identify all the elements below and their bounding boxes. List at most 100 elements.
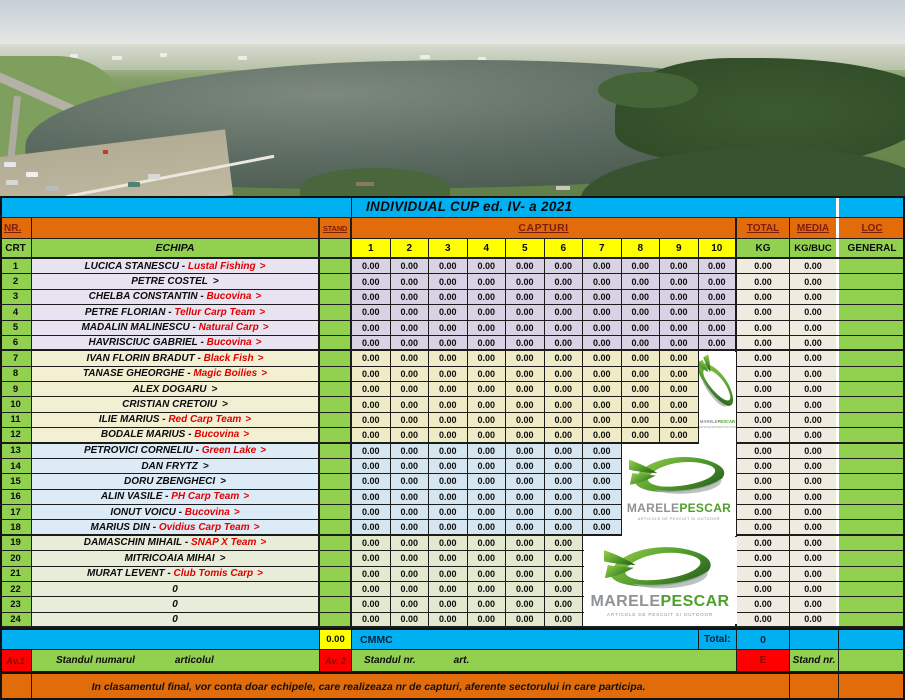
- stand-cell[interactable]: [320, 320, 352, 335]
- total-kg-cell[interactable]: 0.00: [737, 566, 790, 581]
- capture-cell[interactable]: 0.00: [660, 428, 699, 442]
- capture-cell[interactable]: 0.00: [506, 535, 545, 551]
- loc-general-cell[interactable]: [839, 366, 905, 381]
- capture-cell[interactable]: 0.00: [429, 551, 468, 566]
- capture-cell[interactable]: 0.00: [429, 428, 468, 442]
- capture-cell[interactable]: 0.00: [544, 474, 583, 489]
- capture-cell[interactable]: 0.00: [352, 366, 391, 381]
- capture-cell[interactable]: 0.00: [467, 412, 506, 428]
- capture-cell[interactable]: 0.00: [506, 351, 545, 366]
- media-kgbuc-cell[interactable]: 0.00: [790, 366, 839, 381]
- media-kgbuc-cell[interactable]: 0.00: [790, 597, 839, 612]
- capture-cell[interactable]: 0.00: [621, 305, 660, 320]
- capture-cell[interactable]: 0.00: [429, 366, 468, 381]
- media-kgbuc-cell[interactable]: 0.00: [790, 274, 839, 289]
- capture-cell[interactable]: 0.00: [352, 581, 391, 597]
- capture-cell[interactable]: 0.00: [390, 612, 429, 626]
- capture-cell[interactable]: 0.00: [390, 566, 429, 581]
- capture-cell[interactable]: 0.00: [429, 382, 468, 397]
- capture-cell[interactable]: 0.00: [544, 612, 583, 626]
- capture-cell[interactable]: 0.00: [583, 335, 622, 350]
- loc-general-cell[interactable]: [839, 412, 905, 428]
- capture-cell[interactable]: 0.00: [352, 566, 391, 581]
- capture-cell[interactable]: 0.00: [390, 335, 429, 350]
- capture-cell[interactable]: 0.00: [506, 520, 545, 534]
- capture-cell[interactable]: 0.00: [429, 259, 468, 274]
- capture-cell[interactable]: 0.00: [660, 320, 699, 335]
- capture-cell[interactable]: 0.00: [352, 535, 391, 551]
- loc-general-cell[interactable]: [839, 259, 905, 274]
- capture-cell[interactable]: 0.00: [429, 597, 468, 612]
- total-kg-cell[interactable]: 0.00: [737, 520, 790, 534]
- capture-cell[interactable]: 0.00: [467, 428, 506, 442]
- capture-cell[interactable]: 0.00: [467, 551, 506, 566]
- capture-cell[interactable]: 0.00: [660, 351, 699, 366]
- competitor-cell[interactable]: CRISTIAN CRETOIU >: [32, 397, 320, 412]
- stand-cell[interactable]: [320, 566, 352, 581]
- capture-cell[interactable]: 0.00: [544, 351, 583, 366]
- capture-cell[interactable]: 0.00: [429, 443, 468, 458]
- capture-cell[interactable]: 0.00: [467, 397, 506, 412]
- competitor-cell[interactable]: PETROVICI CORNELIU - Green Lake >: [32, 443, 320, 458]
- competitor-cell[interactable]: 0: [32, 597, 320, 612]
- capture-cell[interactable]: 0.00: [621, 320, 660, 335]
- total-kg-cell[interactable]: 0.00: [737, 412, 790, 428]
- capture-cell[interactable]: 0.00: [506, 397, 545, 412]
- total-kg-cell[interactable]: 0.00: [737, 535, 790, 551]
- capture-cell[interactable]: 0.00: [352, 305, 391, 320]
- capture-cell[interactable]: 0.00: [698, 274, 737, 289]
- capture-cell[interactable]: 0.00: [660, 382, 699, 397]
- capture-cell[interactable]: 0.00: [506, 551, 545, 566]
- media-kgbuc-cell[interactable]: 0.00: [790, 351, 839, 366]
- total-kg-cell[interactable]: 0.00: [737, 443, 790, 458]
- capture-cell[interactable]: 0.00: [621, 412, 660, 428]
- stand-cell[interactable]: [320, 443, 352, 458]
- loc-general-cell[interactable]: [839, 305, 905, 320]
- media-kgbuc-cell[interactable]: 0.00: [790, 581, 839, 597]
- capture-cell[interactable]: 0.00: [583, 366, 622, 381]
- total-kg-cell[interactable]: 0.00: [737, 474, 790, 489]
- capture-cell[interactable]: 0.00: [544, 366, 583, 381]
- capture-cell[interactable]: 0.00: [660, 412, 699, 428]
- stand-cell[interactable]: [320, 505, 352, 520]
- loc-general-cell[interactable]: [839, 612, 905, 626]
- stand-cell[interactable]: [320, 428, 352, 442]
- capture-cell[interactable]: 0.00: [544, 520, 583, 534]
- stand-cell[interactable]: [320, 535, 352, 551]
- capture-cell[interactable]: 0.00: [583, 520, 622, 534]
- media-kgbuc-cell[interactable]: 0.00: [790, 320, 839, 335]
- capture-cell[interactable]: 0.00: [583, 474, 622, 489]
- stand-total-cell[interactable]: 0.00: [320, 630, 352, 649]
- loc-general-cell[interactable]: [839, 535, 905, 551]
- capture-cell[interactable]: 0.00: [352, 351, 391, 366]
- capture-cell[interactable]: 0.00: [544, 335, 583, 350]
- capture-cell[interactable]: 0.00: [621, 366, 660, 381]
- competitor-cell[interactable]: MARIUS DIN - Ovidius Carp Team >: [32, 520, 320, 534]
- capture-cell[interactable]: 0.00: [352, 320, 391, 335]
- capture-cell[interactable]: 0.00: [583, 443, 622, 458]
- capture-cell[interactable]: 0.00: [467, 474, 506, 489]
- capture-cell[interactable]: 0.00: [544, 382, 583, 397]
- stand-cell[interactable]: [320, 397, 352, 412]
- capture-cell[interactable]: 0.00: [390, 428, 429, 442]
- capture-cell[interactable]: 0.00: [429, 289, 468, 305]
- media-kgbuc-cell[interactable]: 0.00: [790, 489, 839, 504]
- media-kgbuc-cell[interactable]: 0.00: [790, 566, 839, 581]
- capture-cell[interactable]: 0.00: [467, 581, 506, 597]
- capture-cell[interactable]: 0.00: [429, 489, 468, 504]
- stand-cell[interactable]: [320, 489, 352, 504]
- capture-cell[interactable]: 0.00: [506, 581, 545, 597]
- total-kg-cell[interactable]: 0.00: [737, 351, 790, 366]
- media-kgbuc-cell[interactable]: 0.00: [790, 305, 839, 320]
- capture-cell[interactable]: 0.00: [660, 366, 699, 381]
- capture-cell[interactable]: 0.00: [467, 597, 506, 612]
- stand-cell[interactable]: [320, 597, 352, 612]
- media-kgbuc-cell[interactable]: 0.00: [790, 443, 839, 458]
- capture-cell[interactable]: 0.00: [506, 474, 545, 489]
- capture-cell[interactable]: 0.00: [467, 320, 506, 335]
- capture-cell[interactable]: 0.00: [660, 335, 699, 350]
- capture-cell[interactable]: 0.00: [429, 351, 468, 366]
- total-kg-cell[interactable]: 0.00: [737, 505, 790, 520]
- competitor-cell[interactable]: DORU ZBENGHECI >: [32, 474, 320, 489]
- total-kg-cell[interactable]: 0.00: [737, 366, 790, 381]
